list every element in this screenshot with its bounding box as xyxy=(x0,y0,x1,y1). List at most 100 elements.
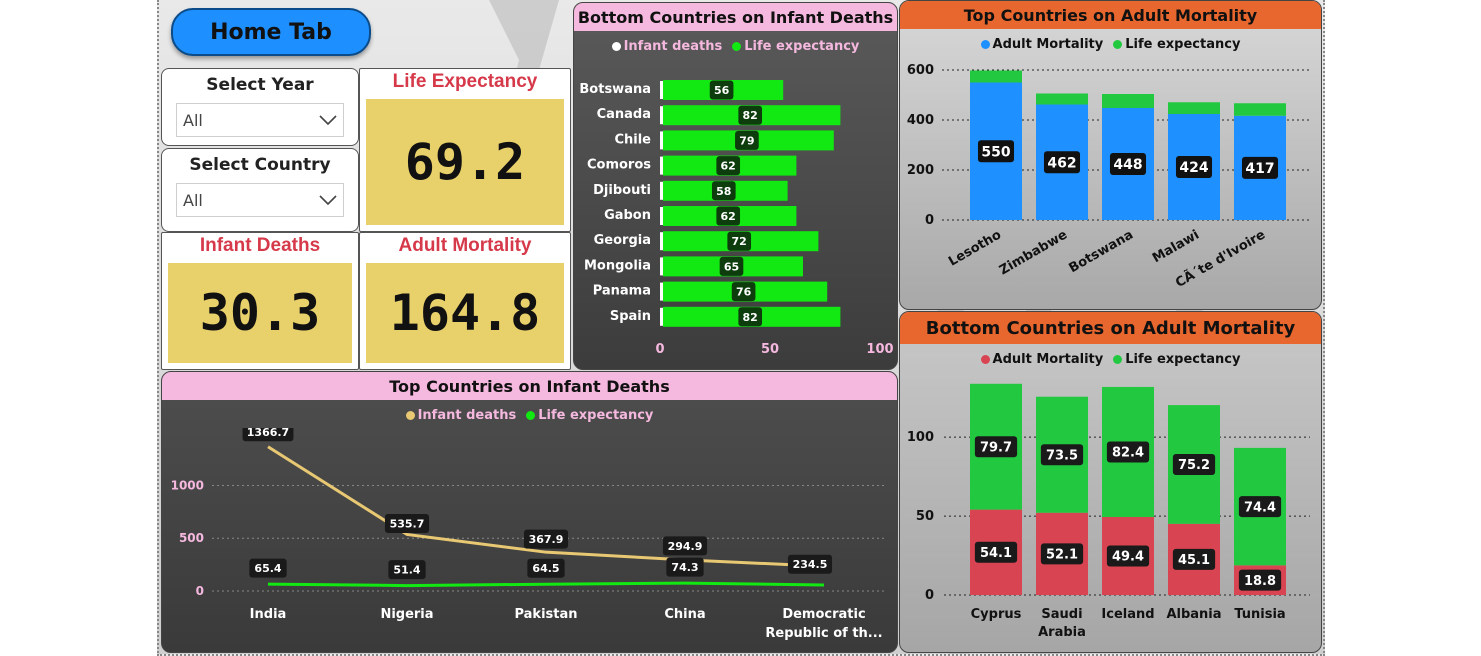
category-label: Zimbabwe xyxy=(997,227,1070,278)
category-label: Botswana xyxy=(579,82,651,97)
legend-item-adult-mortality: Adult Mortality xyxy=(980,352,1103,367)
category-label: Comoros xyxy=(587,158,651,173)
adult-mortality-card: Adult Mortality 164.8 xyxy=(359,232,571,370)
chevron-down-icon xyxy=(319,115,337,126)
legend-item-infant-deaths: Infant deaths xyxy=(405,408,516,423)
category-label: Djibouti xyxy=(593,183,651,198)
life-data-label: 74.3 xyxy=(671,561,698,574)
category-label: Georgia xyxy=(594,233,651,248)
infant-data-label: 234.5 xyxy=(793,558,828,571)
category-label: Tunisia xyxy=(1234,607,1285,622)
bar-data-label-bg xyxy=(974,541,1018,563)
infant-data-label: 294.9 xyxy=(668,540,703,553)
bar-data-label: 65 xyxy=(724,260,739,273)
chevron-down-icon xyxy=(319,195,337,206)
top-infant-legend: Infant deaths Life expectancy xyxy=(162,408,897,423)
home-tab-button[interactable]: Home Tab xyxy=(171,8,371,56)
x-tick-label: 0 xyxy=(655,342,664,357)
legend-item-life-expectancy: Life expectancy xyxy=(1113,352,1240,367)
bar-data-label-bg xyxy=(709,80,734,100)
life-expectancy-bar xyxy=(1036,93,1088,105)
infant-data-label-bg xyxy=(384,513,430,533)
bar-data-label-bg xyxy=(735,130,759,150)
bar-data-label-bg xyxy=(1043,151,1081,174)
bottom-infant-chart: Botswana 56 Canada 82 Chile 79 Comoros 62 Djibou… xyxy=(579,80,894,357)
bar-data-label-bg xyxy=(716,156,741,176)
life-expectancy-bar xyxy=(970,70,1022,83)
infant-deaths-bar xyxy=(660,257,663,276)
country-dropdown-value: All xyxy=(183,190,203,210)
category-label: Gabon xyxy=(604,208,651,223)
legend-item-life-expectancy: Life expectancy xyxy=(526,408,653,423)
year-slicer: Select Year All xyxy=(161,68,359,146)
bottom-adult-chart: 0 50 100 54.1 79.7 Cyprus 52.1 73.5 Saudi Arabia 4… xyxy=(907,383,1310,640)
bar-data-label: 82.4 xyxy=(1112,446,1144,461)
bar-data-label: 72 xyxy=(732,235,747,248)
x-tick-label: 100 xyxy=(866,342,893,357)
y-tick-label: 600 xyxy=(907,63,934,78)
infant-deaths-bar xyxy=(660,232,663,251)
x-tick-label: 50 xyxy=(761,342,779,357)
infant-deaths-value: 30.3 xyxy=(168,263,352,363)
bar-data-label: 56 xyxy=(714,84,730,97)
y-tick-label: 0 xyxy=(196,584,204,598)
y-tick-label: 0 xyxy=(925,588,934,603)
bar-data-label-bg xyxy=(738,105,763,125)
infant-deaths-bar xyxy=(660,81,663,99)
infant-data-label: 535.7 xyxy=(390,517,425,530)
bar-data-label-bg xyxy=(719,256,744,276)
infant-data-label: 367.9 xyxy=(529,533,564,546)
dashboard-canvas: Home Tab Select Year All Select Country … xyxy=(157,0,1325,656)
bar-data-label-bg xyxy=(731,282,756,302)
life-expectancy-line xyxy=(267,581,825,588)
bar-data-label: 417 xyxy=(1245,161,1274,177)
bar-data-label: 18.8 xyxy=(1244,574,1276,589)
category-label: China xyxy=(664,607,705,622)
category-label: Botswana xyxy=(1066,227,1136,276)
bar-data-label: 73.5 xyxy=(1046,448,1078,463)
top-adult-legend: Adult Mortality Life expectancy xyxy=(900,37,1321,52)
infant-deaths-card: Infant Deaths 30.3 xyxy=(161,232,359,370)
bar-data-label-bg xyxy=(1106,545,1150,567)
bottom-adult-panel: Bottom Countries on Adult Mortality Adul… xyxy=(899,311,1322,653)
bar-data-label-bg xyxy=(711,181,736,201)
bar-data-label-bg xyxy=(1172,453,1216,475)
infant-deaths-bar xyxy=(660,207,663,225)
y-tick-label: 1000 xyxy=(171,478,204,492)
bar-data-label-bg xyxy=(1040,444,1084,466)
life-expectancy-card: Life Expectancy 69.2 xyxy=(359,68,571,232)
bar-data-label-bg xyxy=(716,206,741,226)
bar-data-label: 74.4 xyxy=(1244,500,1276,515)
infant-data-label-bg xyxy=(662,536,708,556)
infant-data-label: 1366.7 xyxy=(247,428,289,439)
category-label: India xyxy=(250,607,287,622)
year-slicer-title: Select Year xyxy=(206,75,314,95)
life-data-label-bg xyxy=(527,558,565,578)
country-dropdown[interactable]: All xyxy=(176,183,344,217)
infant-deaths-bar xyxy=(660,181,663,200)
category-label: Pakistan xyxy=(514,607,577,622)
category-label: Republic of th... xyxy=(765,626,882,641)
category-label: Cyprus xyxy=(971,607,1022,622)
bar-data-label: 62 xyxy=(721,210,736,223)
category-label: Chile xyxy=(614,132,651,147)
category-label: Canada xyxy=(597,107,651,122)
bar-data-label-bg xyxy=(1106,441,1150,463)
bar-data-label-bg xyxy=(1175,156,1213,178)
category-label: Nigeria xyxy=(380,607,433,622)
bar-data-label: 424 xyxy=(1179,160,1208,176)
bar-data-label: 462 xyxy=(1047,155,1076,171)
life-expectancy-value: 69.2 xyxy=(366,99,564,225)
infant-data-label-bg xyxy=(242,428,294,442)
top-adult-title: Top Countries on Adult Mortality xyxy=(900,1,1321,29)
bar-data-label: 58 xyxy=(716,185,731,198)
y-tick-label: 100 xyxy=(907,430,934,445)
legend-item-adult-mortality: Adult Mortality xyxy=(980,37,1103,52)
bar-data-label: 54.1 xyxy=(980,546,1012,561)
y-tick-label: 0 xyxy=(925,213,934,228)
category-label: Malawi xyxy=(1150,227,1202,266)
bar-data-label: 82 xyxy=(743,311,758,324)
year-dropdown[interactable]: All xyxy=(176,103,344,137)
life-expectancy-title: Life Expectancy xyxy=(392,71,538,92)
top-infant-chart: 0 500 1000 1366.7 65.4 India 535.7 51.4 Nigeria 3… xyxy=(171,428,887,641)
